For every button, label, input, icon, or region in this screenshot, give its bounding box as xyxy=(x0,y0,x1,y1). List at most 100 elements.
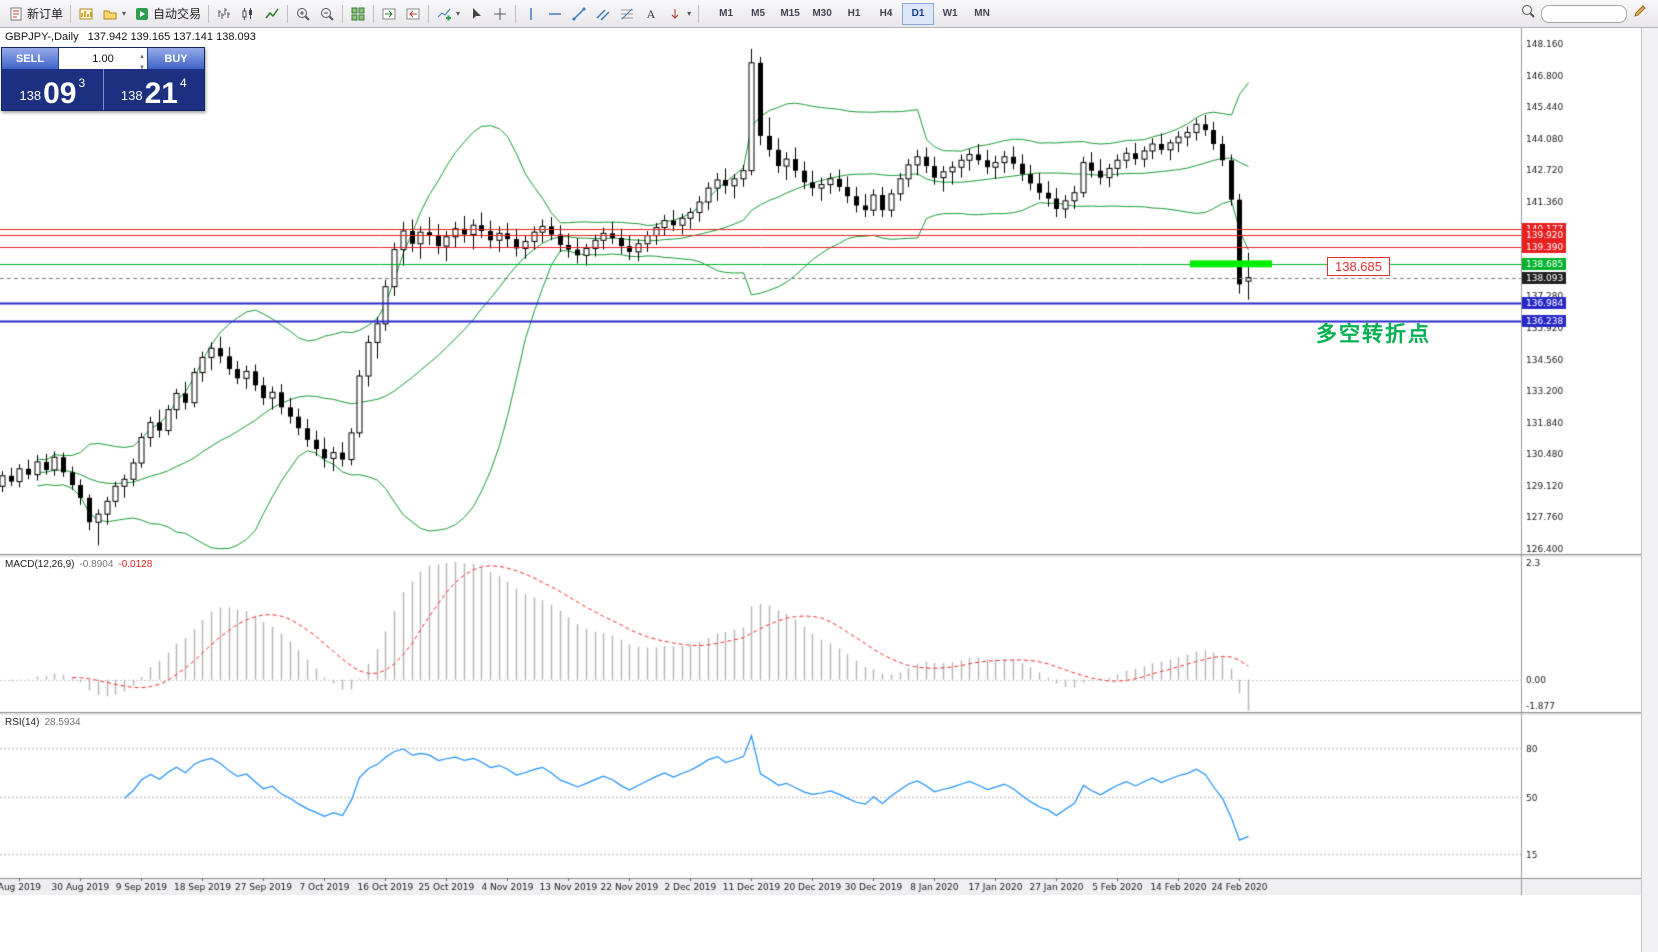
price-chart-canvas[interactable] xyxy=(0,28,1641,895)
timeframe-m1[interactable]: M1 xyxy=(719,8,734,19)
zoom-out-icon xyxy=(319,6,335,22)
turning-point-annotation[interactable]: 多空转折点 xyxy=(1316,323,1431,346)
bar-chart-button[interactable] xyxy=(212,2,236,26)
spin-up-icon[interactable] xyxy=(139,50,145,61)
autotrade-button[interactable]: 自动交易 xyxy=(130,2,205,26)
macd-indicator-label: MACD(12,26,9) -0.8904 -0.0128 xyxy=(5,559,152,570)
profiles-icon xyxy=(102,6,118,22)
vertical-line-button[interactable] xyxy=(519,2,543,26)
indicators-button[interactable] xyxy=(432,2,464,26)
macd-name: MACD(12,26,9) xyxy=(5,559,75,570)
main-toolbar: 新订单 自动交易 A M1 M5 M15 M30 H1 H4 D1 W1 MN xyxy=(0,0,1658,28)
price-callout-label[interactable]: 138.685 xyxy=(1327,257,1390,276)
cursor-icon xyxy=(468,6,484,22)
toolbar-separator xyxy=(208,4,210,23)
timeframe-m5[interactable]: M5 xyxy=(751,8,766,19)
new-chart-button[interactable] xyxy=(74,2,98,26)
new-order-icon xyxy=(8,6,24,22)
text-button[interactable]: A xyxy=(639,2,663,26)
volume-value: 1.00 xyxy=(92,52,114,65)
trendline-icon xyxy=(571,6,587,22)
toolbar-separator xyxy=(698,4,700,23)
pencil-icon[interactable] xyxy=(1632,3,1648,24)
candles-icon xyxy=(240,6,256,22)
timeframe-w1[interactable]: W1 xyxy=(942,8,958,19)
cursor-button[interactable] xyxy=(464,2,488,26)
profiles-button[interactable] xyxy=(98,2,130,26)
sell-price-big: 09 xyxy=(43,76,77,110)
toolbar-separator xyxy=(287,4,289,23)
toolbar-separator xyxy=(373,4,375,23)
toolbar-separator xyxy=(70,4,72,23)
new-order-button-label: 新订单 xyxy=(27,7,64,21)
text-icon: A xyxy=(643,6,659,22)
toolbar-separator xyxy=(428,4,430,23)
chart-shift-button[interactable] xyxy=(401,2,425,26)
sell-price-sup: 3 xyxy=(78,76,86,90)
toolbar-items: 新订单 自动交易 A xyxy=(4,2,702,26)
new-chart-icon xyxy=(78,6,94,22)
buy-button[interactable]: BUY xyxy=(147,48,204,69)
macd-signal-value: -0.0128 xyxy=(118,559,153,570)
one-click-trade-panel: SELL 1.00 BUY 138 09 3 138 21 4 xyxy=(1,47,205,111)
vline-icon xyxy=(523,6,539,22)
zoom-in-button[interactable] xyxy=(291,2,315,26)
zoom-in-icon xyxy=(295,6,311,22)
macd-main-value: -0.8904 xyxy=(79,559,114,570)
symbol-title: GBPJPY-,Daily 137.942 139.165 137.141 13… xyxy=(5,31,256,43)
rsi-indicator-label: RSI(14) 28.5934 xyxy=(5,717,81,728)
shift-icon xyxy=(405,6,421,22)
sell-price-base: 138 xyxy=(19,88,42,103)
channel-button[interactable] xyxy=(591,2,615,26)
price-divider xyxy=(102,69,104,110)
ohlc-readout: 137.942 139.165 137.141 138.093 xyxy=(87,31,256,43)
rsi-name: RSI(14) xyxy=(5,717,40,728)
crosshair-icon xyxy=(492,6,508,22)
timeframe-mn[interactable]: MN xyxy=(974,8,990,19)
timeframe-m30[interactable]: M30 xyxy=(812,8,832,19)
horizontal-line-button[interactable] xyxy=(543,2,567,26)
indicators-icon xyxy=(436,6,452,22)
svg-text:A: A xyxy=(647,7,656,21)
channel-icon xyxy=(595,6,611,22)
hline-icon xyxy=(547,6,563,22)
trendline-button[interactable] xyxy=(567,2,591,26)
fibonacci-button[interactable] xyxy=(615,2,639,26)
fibo-icon xyxy=(619,6,635,22)
sell-price[interactable]: 138 09 3 xyxy=(2,69,103,110)
timeframe-group: M1 M5 M15 M30 H1 H4 D1 W1 MN xyxy=(710,2,998,25)
timeframe-h4[interactable]: H4 xyxy=(879,8,893,19)
right-scroll-strip[interactable] xyxy=(1641,28,1658,952)
arrows-icon xyxy=(667,6,683,22)
chart-window: GBPJPY-,Daily 137.942 139.165 137.141 13… xyxy=(0,28,1641,952)
autotrade-button-label: 自动交易 xyxy=(153,7,202,21)
autoscroll-icon xyxy=(381,6,397,22)
timeframe-h1[interactable]: H1 xyxy=(847,8,861,19)
buy-price[interactable]: 138 21 4 xyxy=(104,69,205,110)
tile-icon xyxy=(350,6,366,22)
buy-price-base: 138 xyxy=(120,88,143,103)
arrows-button[interactable] xyxy=(663,2,695,26)
search-input[interactable] xyxy=(1541,4,1627,23)
search-icon[interactable] xyxy=(1520,3,1536,24)
toolbar-separator xyxy=(515,4,517,23)
toolbar-separator xyxy=(342,4,344,23)
timeframe-d1[interactable]: D1 xyxy=(902,2,935,25)
crosshair-button[interactable] xyxy=(488,2,512,26)
line-chart-button[interactable] xyxy=(260,2,284,26)
zoom-out-button[interactable] xyxy=(315,2,339,26)
volume-stepper[interactable]: 1.00 xyxy=(59,48,147,69)
rsi-value: 28.5934 xyxy=(44,717,81,728)
toolbar-right xyxy=(1520,3,1654,24)
autotrade-icon xyxy=(134,6,150,22)
symbol-name: GBPJPY-,Daily xyxy=(5,31,79,43)
sell-button[interactable]: SELL xyxy=(2,48,59,69)
tile-windows-button[interactable] xyxy=(346,2,370,26)
timeframe-m15[interactable]: M15 xyxy=(780,8,800,19)
auto-scroll-button[interactable] xyxy=(377,2,401,26)
linechart-icon xyxy=(264,6,280,22)
buy-price-big: 21 xyxy=(144,76,178,110)
candlestick-chart-button[interactable] xyxy=(236,2,260,26)
new-order-button[interactable]: 新订单 xyxy=(4,2,67,26)
bars-icon xyxy=(216,6,232,22)
